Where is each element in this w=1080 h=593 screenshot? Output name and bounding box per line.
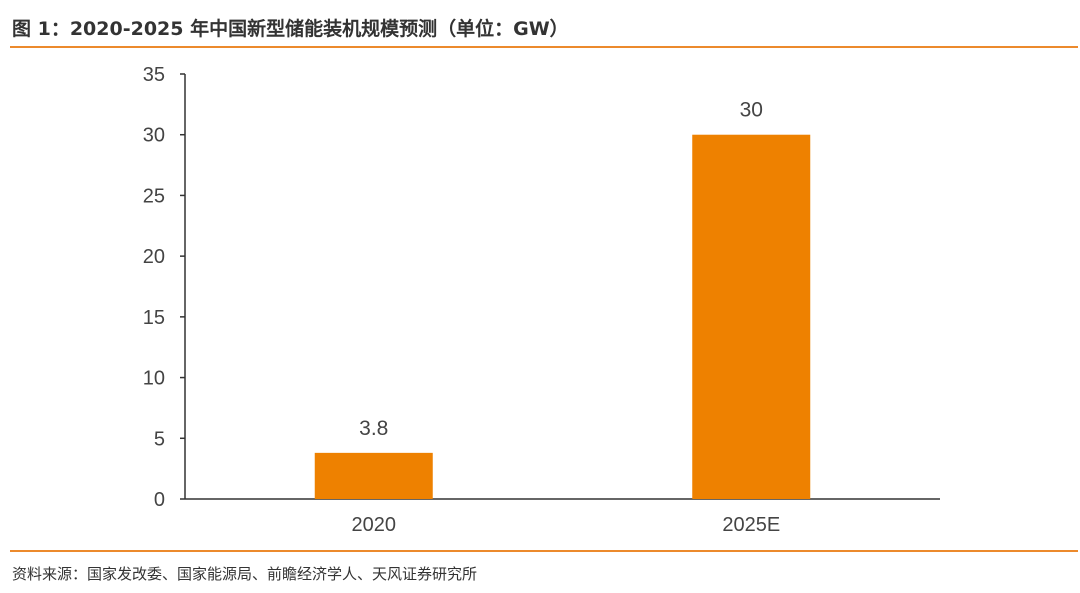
- bar: [692, 134, 811, 499]
- y-tick-label: 35: [143, 64, 165, 86]
- y-tick-label: 10: [143, 368, 165, 390]
- y-tick-label: 30: [143, 125, 165, 147]
- data-label: 3.8: [359, 417, 388, 440]
- y-tick-label: 15: [143, 307, 165, 329]
- data-label: 30: [740, 99, 763, 122]
- y-tick-label: 25: [143, 185, 165, 207]
- y-tick-label: 5: [154, 428, 165, 450]
- x-tick-label: 2020: [352, 514, 397, 536]
- bar: [314, 452, 433, 499]
- source-note: 资料来源：国家发改委、国家能源局、前瞻经济学人、天风证券研究所: [12, 565, 478, 583]
- figure-title: 图 1：2020-2025 年中国新型储能装机规模预测（单位：GW）: [12, 18, 569, 40]
- source-divider: [10, 550, 1078, 552]
- x-tick-label: 2025E: [722, 514, 780, 536]
- title-divider: [10, 46, 1078, 48]
- y-tick-label: 20: [143, 246, 165, 268]
- bar-chart: 0 5 10 15 20 25 30 35 3.8 2020 30 2025E: [143, 64, 940, 536]
- y-tick-label: 0: [154, 489, 165, 511]
